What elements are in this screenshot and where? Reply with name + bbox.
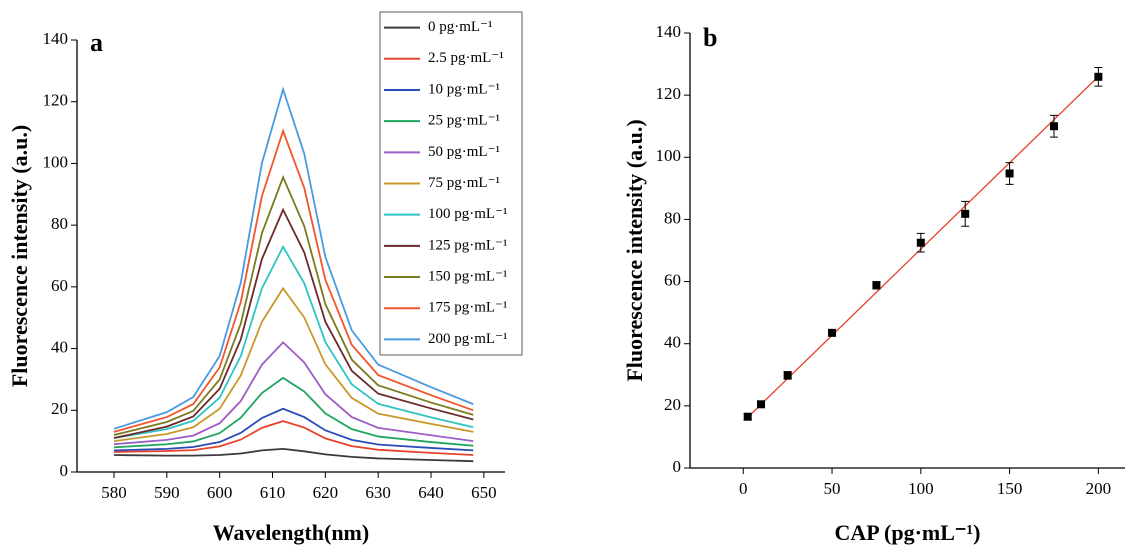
legend-label: 25 pg·mL⁻¹ <box>428 113 500 129</box>
legend-label: 75 pg·mL⁻¹ <box>428 175 500 191</box>
spectrum-line <box>113 286 474 443</box>
x-tick-label: 590 <box>154 483 180 502</box>
data-point <box>757 400 766 409</box>
x-tick-label: 610 <box>260 483 286 502</box>
data-point <box>743 412 752 421</box>
data-point <box>783 371 792 380</box>
data-point <box>1094 72 1103 81</box>
y-tick-label: 140 <box>43 29 69 48</box>
y-tick-label: 80 <box>664 208 681 227</box>
y-tick-label: 120 <box>656 84 682 103</box>
spectrum-line <box>113 420 474 456</box>
x-axis-label: CAP (pg·mL⁻¹) <box>835 520 981 545</box>
spectrum-line <box>113 407 474 452</box>
data-point <box>1005 169 1014 178</box>
fit-line <box>747 76 1099 418</box>
x-tick-label: 640 <box>418 483 444 502</box>
data-point <box>961 209 970 218</box>
y-tick-label: 0 <box>60 461 69 480</box>
spectrum-line <box>113 244 474 439</box>
y-tick-label: 140 <box>656 22 682 41</box>
y-tick-label: 60 <box>51 276 68 295</box>
y-tick-label: 60 <box>664 270 681 289</box>
legend-label: 10 pg·mL⁻¹ <box>428 81 500 97</box>
y-tick-label: 80 <box>51 214 68 233</box>
data-point <box>872 281 881 290</box>
legend-label: 100 pg·mL⁻¹ <box>428 206 508 222</box>
legend-label: 125 pg·mL⁻¹ <box>428 237 508 253</box>
legend-label: 50 pg·mL⁻¹ <box>428 144 500 160</box>
spectrum-line <box>113 376 474 449</box>
x-tick-label: 620 <box>313 483 339 502</box>
x-tick-label: 100 <box>908 479 934 498</box>
legend-label: 175 pg·mL⁻¹ <box>428 300 508 316</box>
panel-label: a <box>90 28 103 57</box>
x-tick-label: 0 <box>739 479 748 498</box>
legend-label: 200 pg·mL⁻¹ <box>428 331 508 347</box>
x-axis-label: Wavelength(nm) <box>213 520 369 545</box>
y-axis-label: Fluorescence intensity (a.u.) <box>622 119 647 381</box>
panel-label: b <box>703 23 717 52</box>
x-tick-label: 200 <box>1086 479 1112 498</box>
data-point <box>1049 122 1058 131</box>
spectrum-line <box>113 86 474 430</box>
spectrum-line <box>113 207 474 439</box>
y-tick-label: 120 <box>43 91 69 110</box>
y-tick-label: 40 <box>664 333 681 352</box>
y-tick-label: 0 <box>673 457 682 476</box>
x-tick-label: 150 <box>997 479 1023 498</box>
x-tick-label: 580 <box>101 483 127 502</box>
y-tick-label: 100 <box>656 146 682 165</box>
x-tick-label: 50 <box>824 479 841 498</box>
y-tick-label: 20 <box>51 399 68 418</box>
y-axis-label: Fluorescence intensity (a.u.) <box>7 125 32 387</box>
y-tick-label: 100 <box>43 152 69 171</box>
spectrum-line <box>113 128 474 433</box>
legend-label: 150 pg·mL⁻¹ <box>428 268 508 284</box>
legend-label: 2.5 pg·mL⁻¹ <box>428 50 504 66</box>
data-point <box>916 238 925 247</box>
x-tick-label: 600 <box>207 483 233 502</box>
legend-label: 0 pg·mL⁻¹ <box>428 19 493 35</box>
spectrum-line <box>113 341 474 446</box>
x-tick-label: 650 <box>471 483 497 502</box>
data-point <box>828 328 837 337</box>
y-tick-label: 40 <box>51 337 68 356</box>
spectrum-line <box>113 174 474 436</box>
spectrum-line <box>113 447 474 463</box>
y-tick-label: 20 <box>664 395 681 414</box>
x-tick-label: 630 <box>365 483 391 502</box>
